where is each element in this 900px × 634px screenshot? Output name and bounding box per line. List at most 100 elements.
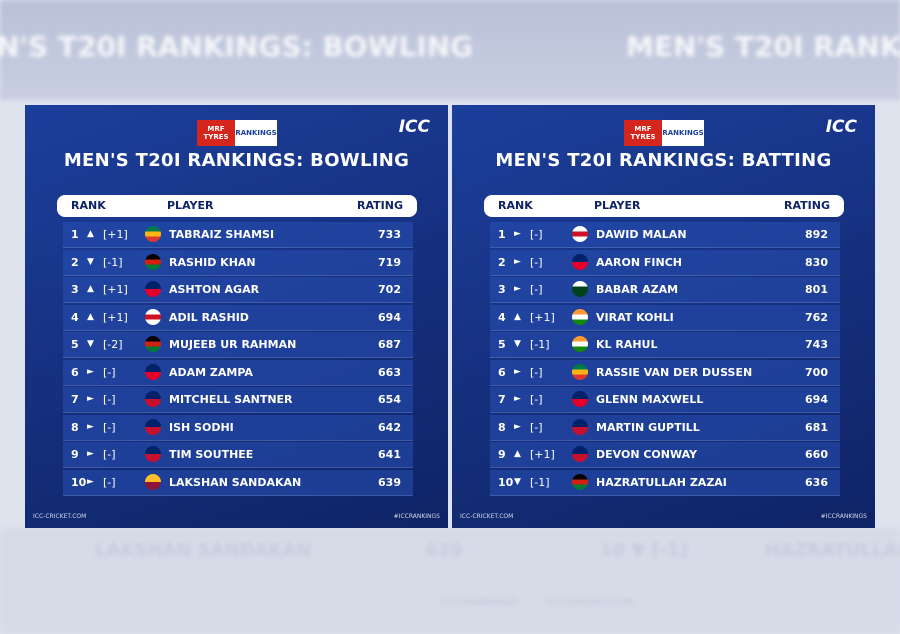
rank: 1 bbox=[71, 228, 79, 241]
rank-change: [-] bbox=[103, 393, 116, 406]
rank: 4 bbox=[71, 310, 79, 324]
flag bbox=[572, 281, 588, 297]
sponsor-logo: MRF TYRES RANKINGS bbox=[624, 120, 704, 146]
sponsor-badge: RANKINGS bbox=[235, 120, 277, 146]
player-name: TIM SOUTHEE bbox=[169, 448, 254, 461]
rank-change: [+1] bbox=[530, 310, 555, 324]
header-cell: RATING bbox=[784, 199, 830, 212]
rank-change: [+1] bbox=[103, 310, 128, 324]
movement-arrow: ▼ bbox=[87, 339, 94, 349]
flag bbox=[145, 391, 161, 407]
rating: 700 bbox=[805, 365, 828, 379]
background-title: N'S T20I RANKINGS: BOWLING bbox=[0, 30, 474, 63]
flag bbox=[145, 446, 161, 462]
player-name: ISH SODHI bbox=[169, 420, 234, 434]
ranking-panel: MRF TYRES RANKINGS ICC MEN'S T20I RANKINGS:… bbox=[452, 105, 875, 528]
rank-change: [+1] bbox=[103, 228, 128, 241]
movement-arrow: ▲ bbox=[514, 311, 521, 322]
header-cell: RANK bbox=[71, 199, 106, 212]
table-header: RANK PLAYER RATING bbox=[57, 195, 417, 217]
rank: 5 bbox=[498, 338, 506, 351]
movement-arrow: ▼ bbox=[514, 339, 521, 349]
ranking-row: 4 ▲ [+1] VIRAT KOHLI 762 bbox=[490, 304, 840, 331]
flag bbox=[572, 308, 588, 325]
ranking-row: 1 ▲ [+1] TABRAIZ SHAMSI 733 bbox=[63, 222, 413, 248]
rank: 2 bbox=[71, 255, 79, 269]
header-cell: RANK bbox=[498, 199, 533, 212]
rank: 6 bbox=[498, 365, 506, 379]
movement-arrow: ► bbox=[87, 476, 94, 487]
background-rank: 10 ▼ [-1] bbox=[600, 540, 688, 561]
rating: 642 bbox=[378, 420, 401, 434]
movement-arrow: ► bbox=[514, 394, 521, 404]
rank-change: [+1] bbox=[103, 283, 128, 296]
rating: 694 bbox=[378, 310, 401, 324]
rank-change: [-] bbox=[103, 365, 116, 379]
movement-arrow: ► bbox=[87, 366, 94, 377]
rank-change: [-] bbox=[530, 228, 543, 241]
ranking-row: 8 ► [-] ISH SODHI 642 bbox=[63, 414, 413, 441]
movement-arrow: ▼ bbox=[87, 256, 94, 267]
player-name: MARTIN GUPTILL bbox=[596, 420, 700, 434]
rating: 801 bbox=[805, 283, 828, 296]
ranking-row: 4 ▲ [+1] ADIL RASHID 694 bbox=[63, 304, 413, 331]
player-name: MITCHELL SANTNER bbox=[169, 393, 293, 406]
player-name: LAKSHAN SANDAKAN bbox=[169, 475, 302, 489]
player-name: VIRAT KOHLI bbox=[596, 310, 674, 324]
rank: 8 bbox=[498, 420, 506, 434]
flag bbox=[572, 473, 588, 490]
icc-logo: ICC bbox=[825, 117, 857, 137]
movement-arrow: ► bbox=[87, 449, 94, 459]
rank: 5 bbox=[71, 338, 79, 351]
flag bbox=[145, 336, 161, 352]
ranking-row: 5 ▼ [-1] KL RAHUL 743 bbox=[490, 332, 840, 358]
ranking-row: 7 ► [-] GLENN MAXWELL 694 bbox=[490, 387, 840, 413]
flag bbox=[145, 226, 161, 242]
flag bbox=[145, 418, 161, 435]
rank-change: [-] bbox=[103, 448, 116, 461]
flag bbox=[145, 308, 161, 325]
rank-change: [-] bbox=[530, 255, 543, 269]
table-header: RANK PLAYER RATING bbox=[484, 195, 844, 217]
player-name: TABRAIZ SHAMSI bbox=[169, 228, 275, 241]
movement-arrow: ► bbox=[514, 256, 521, 267]
footer-site: ICC-CRICKET.COM bbox=[460, 513, 514, 520]
background-title: MEN'S T20I RANKI bbox=[626, 30, 900, 63]
flag bbox=[145, 281, 161, 297]
footer-hashtag: #ICCRANKINGS bbox=[393, 513, 440, 520]
rating: 694 bbox=[805, 393, 828, 406]
player-name: HAZRATULLAH ZAZAI bbox=[596, 475, 727, 489]
rank-change: [-] bbox=[103, 475, 116, 489]
rank: 3 bbox=[71, 283, 79, 296]
player-name: ADAM ZAMPA bbox=[169, 365, 253, 379]
rating: 639 bbox=[378, 475, 401, 489]
rank-change: [-1] bbox=[103, 255, 123, 269]
ranking-row: 9 ▲ [+1] DEVON CONWAY 660 bbox=[490, 442, 840, 468]
movement-arrow: ► bbox=[514, 421, 521, 432]
rank: 9 bbox=[71, 448, 79, 461]
rating: 743 bbox=[805, 338, 828, 351]
rank: 10 bbox=[498, 475, 514, 489]
rank: 8 bbox=[71, 420, 79, 434]
player-name: DAWID MALAN bbox=[596, 228, 687, 241]
footer-hashtag: #ICCRANKINGS bbox=[820, 513, 867, 520]
rank: 9 bbox=[498, 448, 506, 461]
ranking-row: 1 ► [-] DAWID MALAN 892 bbox=[490, 222, 840, 248]
flag bbox=[572, 226, 588, 242]
rank: 6 bbox=[71, 365, 79, 379]
player-name: BABAR AZAM bbox=[596, 283, 679, 296]
sponsor-name: MRF TYRES bbox=[197, 120, 235, 146]
ranking-row: 2 ► [-] AARON FINCH 830 bbox=[490, 249, 840, 276]
movement-arrow: ► bbox=[514, 284, 521, 294]
background-player: HAZRATULLAH Z bbox=[765, 540, 900, 561]
sponsor-badge: RANKINGS bbox=[662, 120, 704, 146]
panel-title: MEN'S T20I RANKINGS: BATTING bbox=[495, 150, 832, 171]
flag bbox=[572, 391, 588, 407]
rating: 681 bbox=[805, 420, 828, 434]
ranking-row: 3 ▲ [+1] ASHTON AGAR 702 bbox=[63, 277, 413, 303]
flag bbox=[572, 418, 588, 435]
rank-change: [-] bbox=[530, 365, 543, 379]
ranking-row: 10 ▼ [-1] HAZRATULLAH ZAZAI 636 bbox=[490, 469, 840, 496]
movement-arrow: ▲ bbox=[87, 284, 94, 294]
